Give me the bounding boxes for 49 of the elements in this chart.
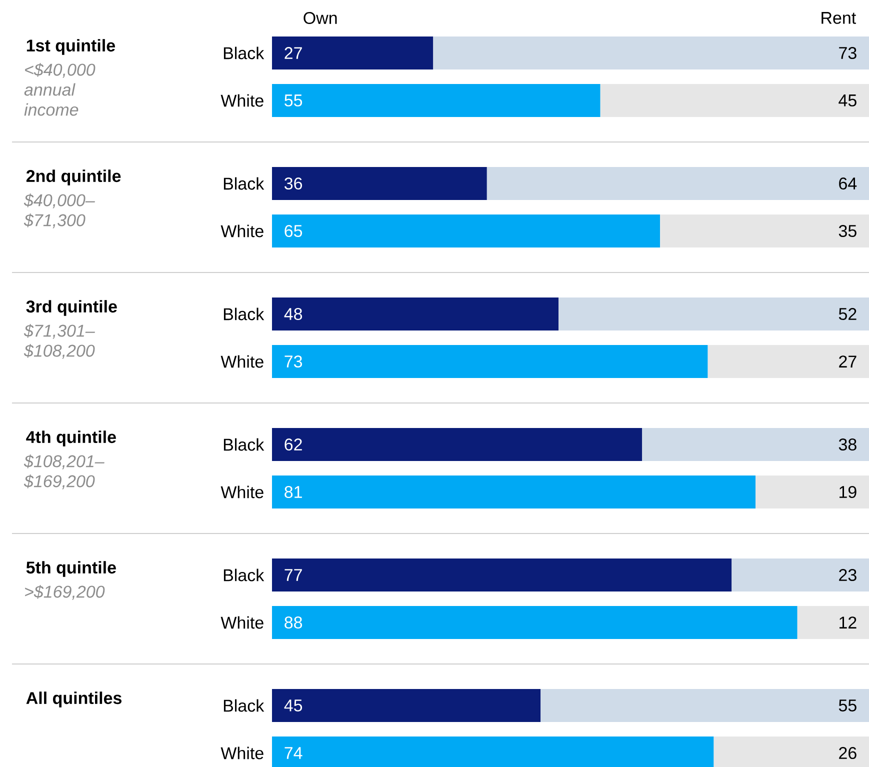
data-label: 19	[840, 486, 856, 498]
data-label: 35	[838, 224, 856, 238]
text: 5th quintile	[26, 561, 116, 577]
series-label: Own	[304, 12, 337, 24]
y-tick-label: Black	[224, 308, 264, 320]
data-label: 77	[284, 569, 302, 581]
data-label: 38	[838, 438, 856, 451]
data-label: 52	[838, 308, 856, 320]
text: $108,201–$169,200	[24, 454, 104, 490]
text: 2nd quintile	[26, 170, 121, 186]
data-label: 88	[284, 616, 302, 629]
y-tick-label: White	[220, 224, 264, 238]
data-label: 27	[284, 47, 302, 59]
y-tick-label: Black	[224, 438, 264, 451]
data-label: 36	[284, 177, 302, 190]
text: $40,000–$71,300	[24, 194, 95, 228]
data-label: 73	[839, 46, 856, 60]
data-label: 64	[839, 177, 857, 190]
y-tick-label: White	[220, 355, 264, 368]
data-label: 73	[284, 355, 302, 368]
data-label: 26	[839, 746, 856, 760]
y-tick-label: White	[220, 746, 264, 760]
data-label: 81	[284, 486, 302, 498]
y-tick-label: Black	[224, 699, 264, 712]
text: 3rd quintile	[26, 300, 117, 316]
data-label: 27	[839, 356, 856, 368]
text: 4th quintile	[26, 430, 116, 446]
data-label: 74	[284, 747, 302, 759]
y-tick-label: White	[220, 616, 264, 629]
data-label: 48	[284, 308, 302, 320]
y-tick-label: White	[220, 94, 264, 107]
y-tick-label: Black	[224, 568, 264, 582]
data-label: 45	[284, 700, 302, 712]
data-label: 23	[839, 568, 856, 582]
data-label: 45	[838, 94, 856, 106]
y-tick-label: White	[220, 486, 264, 498]
data-label: 12	[840, 616, 856, 628]
y-tick-label: Black	[224, 46, 264, 60]
text: $71,301–$108,200	[24, 324, 95, 359]
data-label: 55	[284, 94, 302, 106]
text: All quintiles	[26, 692, 122, 708]
text: <$40,000 annual income	[24, 63, 96, 116]
text: 1st quintile	[26, 39, 116, 55]
series-label: Rent	[822, 12, 856, 24]
data-label: 65	[284, 224, 302, 238]
y-tick-label: Black	[224, 177, 264, 190]
text: >$169,200	[25, 585, 105, 600]
data-label: 55	[838, 700, 856, 712]
data-label: 62	[284, 438, 302, 451]
